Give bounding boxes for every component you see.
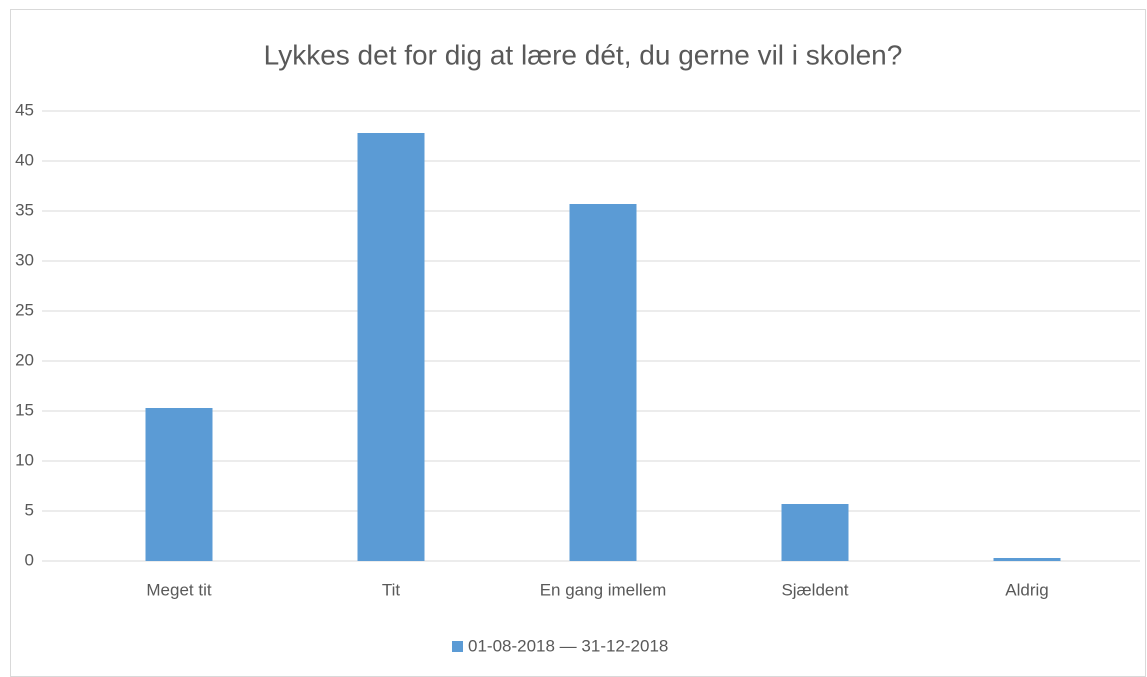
y-tick-label: 25: [15, 300, 34, 319]
y-tick-label: 15: [15, 400, 34, 419]
legend-label: 01-08-2018 — 31-12-2018: [468, 636, 668, 655]
x-tick-label: En gang imellem: [540, 580, 667, 599]
x-tick-label: Tit: [382, 580, 401, 599]
bar: [569, 204, 637, 561]
y-tick-label: 35: [15, 200, 34, 219]
bar: [781, 504, 849, 561]
bar: [145, 408, 213, 561]
bar: [357, 133, 425, 561]
x-tick-label: Aldrig: [1005, 580, 1048, 599]
bar: [993, 558, 1061, 561]
y-tick-label: 10: [15, 450, 34, 469]
y-tick-label: 20: [15, 350, 34, 369]
y-tick-label: 40: [15, 150, 34, 169]
chart-title: Lykkes det for dig at lære dét, du gerne…: [264, 39, 903, 70]
x-tick-label: Sjældent: [781, 580, 848, 599]
y-tick-label: 30: [15, 250, 34, 269]
y-tick-label: 5: [25, 500, 34, 519]
legend-swatch: [452, 641, 463, 652]
y-tick-label: 45: [15, 100, 34, 119]
x-tick-label: Meget tit: [146, 580, 211, 599]
y-tick-label: 0: [25, 550, 34, 569]
